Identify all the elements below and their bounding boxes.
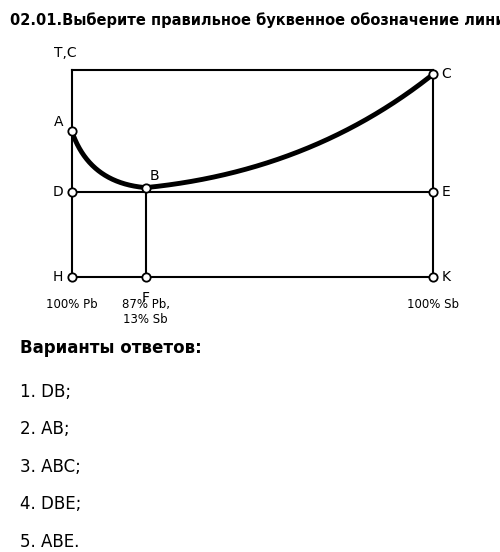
Text: 100% Pb: 100% Pb bbox=[46, 299, 98, 311]
Text: 100% Sb: 100% Sb bbox=[407, 299, 459, 311]
Text: 2. AB;: 2. AB; bbox=[20, 420, 70, 438]
Text: B: B bbox=[150, 169, 160, 183]
Text: 87% Pb,
13% Sb: 87% Pb, 13% Sb bbox=[122, 299, 170, 326]
Text: Варианты ответов:: Варианты ответов: bbox=[20, 339, 202, 357]
Text: 3. ABC;: 3. ABC; bbox=[20, 458, 81, 476]
Text: T,C: T,C bbox=[54, 46, 77, 60]
Text: K: K bbox=[442, 270, 450, 284]
Text: E: E bbox=[442, 185, 450, 199]
Text: 5. ABE.: 5. ABE. bbox=[20, 533, 80, 551]
Text: 02.01.Выберите правильное буквенное обозначение линии ликвидуса: 02.01.Выберите правильное буквенное обоз… bbox=[10, 12, 500, 28]
Text: H: H bbox=[52, 270, 63, 284]
Text: F: F bbox=[142, 291, 150, 305]
Text: 4. DBE;: 4. DBE; bbox=[20, 495, 82, 513]
Text: D: D bbox=[52, 185, 63, 199]
Text: C: C bbox=[442, 67, 451, 81]
Text: A: A bbox=[54, 115, 63, 129]
Text: 1. DB;: 1. DB; bbox=[20, 383, 71, 401]
